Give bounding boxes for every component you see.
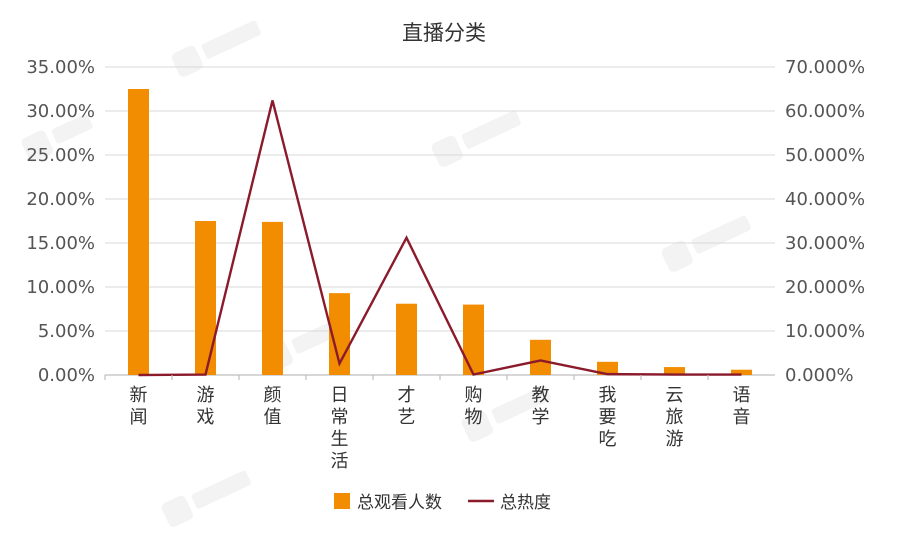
right-axis: 0.000% 10.000% 20.000% 30.000% 40.000% 50.000… xyxy=(785,57,865,386)
watermark-logo xyxy=(431,110,521,167)
right-tick-label: 10.000% xyxy=(785,321,865,342)
bar-series xyxy=(128,89,752,375)
right-tick-label: 20.000% xyxy=(785,277,865,298)
legend-swatch-bar xyxy=(334,493,350,509)
left-tick-label: 35.00% xyxy=(26,57,95,78)
line-series xyxy=(138,100,742,377)
right-tick-label: 50.000% xyxy=(785,145,865,166)
category-label: 新闻 xyxy=(130,385,148,428)
bar xyxy=(664,367,685,375)
left-tick-label: 5.00% xyxy=(38,321,95,342)
category-label: 才艺 xyxy=(398,385,416,428)
category-label: 云旅游 xyxy=(666,385,684,450)
gridlines xyxy=(105,66,775,376)
category-label: 教学 xyxy=(532,385,550,428)
left-tick-label: 0.00% xyxy=(38,365,95,386)
right-tick-label: 30.000% xyxy=(785,233,865,254)
left-tick-label: 15.00% xyxy=(26,233,95,254)
watermark-logo xyxy=(171,20,261,77)
bar xyxy=(128,89,149,375)
left-axis: 0.00% 5.00% 10.00% 15.00% 20.00% 25.00% 30.00%… xyxy=(26,57,95,386)
legend-label-bar: 总观看人数 xyxy=(357,493,442,513)
x-axis: 新闻 游戏 颜值 日常生活 才艺 购物 教学 我要吃 云旅游 语音 xyxy=(104,375,751,472)
watermark-logo xyxy=(461,385,551,442)
bar xyxy=(195,221,216,375)
right-tick-label: 40.000% xyxy=(785,189,865,210)
bar xyxy=(262,221,283,375)
category-label: 颜值 xyxy=(264,385,282,428)
bar xyxy=(396,303,417,375)
watermark-logo xyxy=(21,114,93,162)
right-tick-label: 60.000% xyxy=(785,101,865,122)
category-label: 日常生活 xyxy=(331,385,349,472)
right-tick-label: 0.000% xyxy=(785,365,854,386)
bar xyxy=(530,339,551,375)
bar xyxy=(731,369,752,375)
bar xyxy=(597,361,618,375)
left-tick-label: 30.00% xyxy=(26,101,95,122)
bar xyxy=(463,304,484,375)
line-path xyxy=(138,100,742,377)
category-label: 游戏 xyxy=(197,385,215,428)
right-tick-label: 70.000% xyxy=(785,57,865,78)
left-tick-label: 20.00% xyxy=(26,189,95,210)
legend-label-line: 总热度 xyxy=(500,493,551,513)
legend: 总观看人数 总热度 xyxy=(334,493,551,513)
chart-title: 直播分类 xyxy=(402,21,486,45)
category-label: 我要吃 xyxy=(599,385,617,450)
watermark-logo xyxy=(161,470,251,527)
watermark-logo xyxy=(661,215,751,272)
left-tick-label: 10.00% xyxy=(26,277,95,298)
category-label: 购物 xyxy=(465,385,483,428)
left-tick-label: 25.00% xyxy=(26,145,95,166)
category-label: 语音 xyxy=(733,385,751,428)
